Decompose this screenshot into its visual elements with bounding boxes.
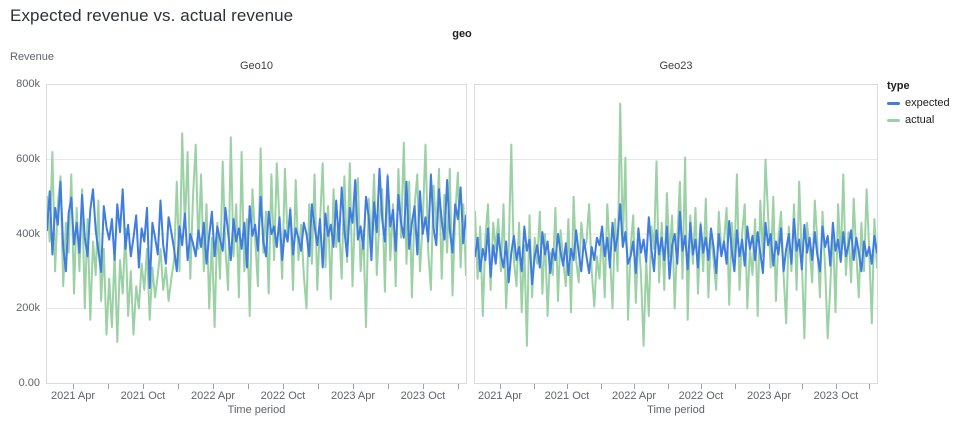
x-tick-mark (567, 384, 568, 389)
x-tick-mark (869, 384, 870, 389)
facet-field-label: geo (452, 28, 472, 40)
y-tick-label: 200k (16, 302, 40, 314)
x-tick-mark (73, 384, 74, 389)
x-tick-mark (534, 384, 535, 389)
x-tick-mark (735, 384, 736, 389)
legend-label: actual (905, 114, 935, 126)
legend-title: type (887, 80, 910, 92)
legend-item-expected[interactable]: expected (887, 97, 957, 109)
x-tick-label: 2023 Oct (400, 390, 446, 402)
x-tick-mark (318, 384, 319, 389)
x-tick-mark (423, 384, 424, 389)
x-axis-title: Time period (647, 404, 705, 416)
y-tick-label: 400k (16, 228, 40, 240)
line-chart-geo10[interactable] (46, 84, 467, 384)
x-tick-label: 2021 Oct (120, 390, 166, 402)
x-tick-mark (108, 384, 109, 389)
x-tick-label: 2023 Apr (330, 390, 376, 402)
x-tick-mark (178, 384, 179, 389)
x-tick-label: 2021 Apr (50, 390, 96, 402)
x-axis-geo23: Time period 2021 Apr 2021 Oct 2022 Apr 2022… (474, 84, 878, 420)
x-tick-mark (601, 384, 602, 389)
x-tick-mark (283, 384, 284, 389)
y-tick-label: 0.00 (18, 377, 40, 389)
x-tick-mark (388, 384, 389, 389)
x-tick-mark (353, 384, 354, 389)
x-axis-geo10: Time period 2021 Apr 2021 Oct 2022 Apr 2022… (46, 84, 467, 420)
x-tick-mark (836, 384, 837, 389)
x-tick-mark (634, 384, 635, 389)
x-tick-mark (248, 384, 249, 389)
page-title: Expected revenue vs. actual revenue (10, 6, 294, 25)
line-chart-geo23[interactable] (474, 84, 878, 384)
series-line-actual (47, 132, 466, 343)
legend: type expected actual (887, 80, 957, 131)
facet-title-geo10: Geo10 (239, 60, 274, 72)
legend-swatch-expected (887, 101, 900, 105)
facet-title-geo23: Geo23 (659, 60, 693, 72)
legend-item-actual[interactable]: actual (887, 114, 957, 126)
y-axis-title: Revenue (10, 51, 55, 63)
x-tick-mark (458, 384, 459, 389)
x-tick-mark (213, 384, 214, 389)
x-tick-label: 2023 Oct (813, 390, 859, 402)
x-tick-mark (668, 384, 669, 389)
legend-label: expected (905, 97, 950, 109)
series-line-expected (475, 203, 877, 286)
x-tick-label: 2022 Oct (260, 390, 306, 402)
x-tick-label: 2021 Apr (477, 390, 523, 402)
x-tick-mark (802, 384, 803, 389)
x-tick-mark (701, 384, 702, 389)
x-tick-mark (769, 384, 770, 389)
x-tick-label: 2023 Apr (746, 390, 792, 402)
x-tick-mark (500, 384, 501, 389)
x-axis-title: Time period (227, 404, 286, 416)
series-line-expected (47, 167, 466, 289)
x-tick-label: 2022 Apr (611, 390, 657, 402)
series-line-actual (475, 102, 877, 347)
y-axis: 800k 600k 400k 200k 0.00 (0, 78, 40, 389)
y-tick-label: 800k (16, 78, 40, 90)
x-tick-label: 2022 Apr (190, 390, 236, 402)
y-tick-label: 600k (16, 153, 40, 165)
x-tick-mark (143, 384, 144, 389)
x-tick-label: 2022 Oct (678, 390, 724, 402)
legend-swatch-actual (887, 118, 900, 122)
x-tick-label: 2021 Oct (544, 390, 590, 402)
